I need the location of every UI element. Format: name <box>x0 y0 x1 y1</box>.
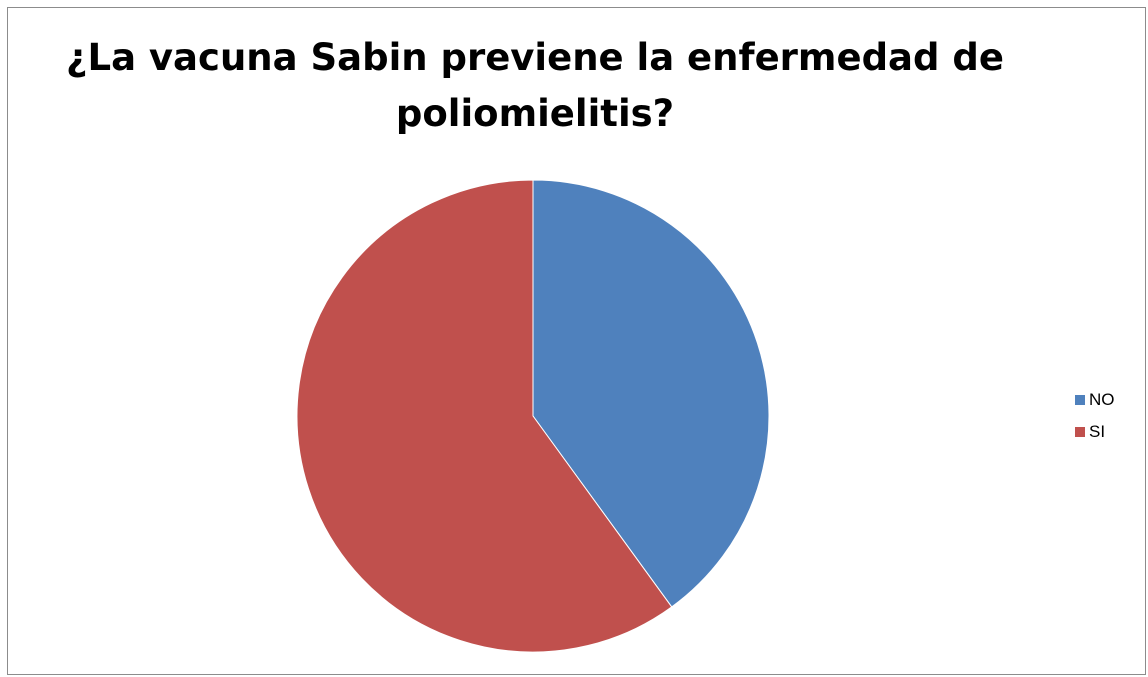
legend-swatch-no <box>1075 395 1085 405</box>
pie-slice-no <box>532 179 770 608</box>
legend-label-no: NO <box>1089 390 1115 409</box>
chart-title: ¿La vacuna Sabin previene la enfermedad … <box>66 36 1004 135</box>
legend-item-no: NO <box>1075 384 1115 416</box>
legend-swatch-si <box>1075 427 1085 437</box>
legend: NO SI <box>1075 384 1115 448</box>
legend-label-si: SI <box>1089 422 1106 441</box>
legend-item-si: SI <box>1075 416 1115 448</box>
pie-slice-si <box>296 179 673 653</box>
pie-slices <box>296 179 770 653</box>
